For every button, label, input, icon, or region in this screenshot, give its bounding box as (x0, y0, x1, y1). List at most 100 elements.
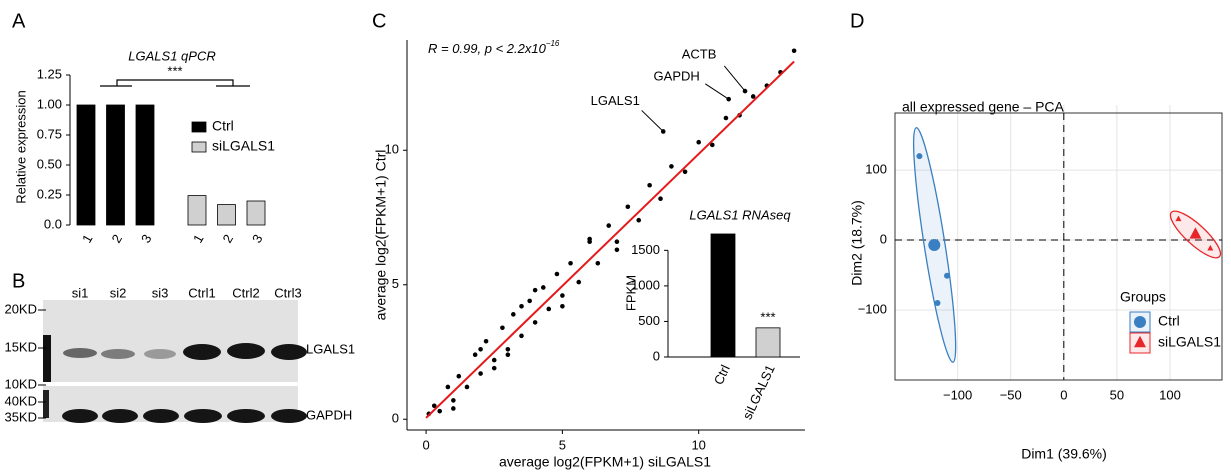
point (606, 223, 612, 228)
lane-label: si2 (110, 285, 127, 300)
panel-label: B (12, 270, 25, 292)
point (560, 293, 565, 298)
chart-title: LGALS1 qPCR (128, 48, 215, 63)
y-tick-label: 0.50 (37, 156, 62, 171)
point (451, 398, 456, 403)
point (944, 272, 951, 279)
legend-title: Groups (1120, 289, 1166, 305)
point (500, 325, 505, 331)
point-label: ACTB (682, 47, 717, 62)
x-tick-label: 100 (1159, 387, 1181, 402)
point-label: GAPDH (654, 69, 700, 84)
point (916, 153, 923, 160)
x-axis-label: average log2(FPKM+1) siLGALS1 (499, 454, 711, 470)
y-tick-label: 0 (392, 411, 399, 426)
x-tick-label: 10 (691, 437, 705, 452)
point (437, 408, 443, 414)
marker-label: 40KD (4, 393, 37, 408)
point (456, 373, 462, 379)
annotation: R = 0.99, p < 2.2x10−16 (428, 39, 560, 56)
point (451, 406, 456, 411)
bar (76, 104, 96, 226)
y-tick-label: 1000 (631, 277, 660, 292)
label-leader (704, 83, 729, 100)
y-tick-label: 1.00 (37, 96, 62, 111)
plot-border (894, 112, 1223, 381)
lane-label: Ctrl2 (232, 285, 259, 300)
label-leader (723, 65, 746, 92)
point (696, 139, 701, 145)
annotation-text: R = 0.99, p < 2.2x10 (428, 41, 547, 56)
point (614, 247, 620, 253)
panel-label: A (12, 10, 26, 32)
centroid (1189, 227, 1202, 239)
y-tick-label: −100 (858, 301, 887, 316)
point (491, 365, 497, 371)
centroid (928, 238, 941, 251)
panel-label: C (372, 10, 386, 32)
bar (246, 200, 266, 226)
legend-marker (1134, 335, 1146, 348)
point (587, 236, 592, 242)
y-tick-label: 1500 (631, 242, 660, 257)
annotation: *** (167, 63, 182, 78)
point (576, 279, 582, 285)
bar (106, 104, 125, 226)
point (478, 371, 483, 376)
y-axis-label: average log2(FPKM+1) Ctrl (373, 150, 389, 321)
x-tick-label: 2 (219, 232, 236, 246)
point (934, 300, 941, 307)
lane-label: si3 (152, 285, 169, 300)
bar (755, 327, 781, 358)
point (445, 384, 451, 390)
point (791, 48, 797, 54)
point (669, 164, 674, 169)
point (519, 303, 524, 309)
x-tick-label: 1 (190, 232, 207, 246)
point-label: LGALS1 (591, 93, 640, 108)
lane-label: Ctrl1 (188, 285, 215, 300)
annotation-exponent: −16 (546, 39, 560, 48)
point (472, 352, 478, 357)
bar (217, 204, 236, 226)
point (546, 306, 552, 312)
bar (710, 233, 736, 358)
y-tick-label: 0 (653, 348, 660, 363)
x-tick-label: 3 (249, 232, 266, 246)
x-tick-label: −100 (943, 387, 972, 402)
point (505, 352, 511, 357)
lane-label: Ctrl3 (274, 285, 301, 300)
label-leader (641, 110, 664, 132)
point (636, 217, 642, 223)
bar (135, 104, 155, 226)
annotation: *** (760, 309, 775, 324)
y-tick-label: 0.75 (37, 126, 62, 141)
point (505, 347, 511, 352)
x-tick-label: 1 (79, 232, 96, 246)
lane-label: si1 (72, 285, 89, 300)
marker-label: 15KD (4, 339, 37, 354)
y-axis-label: Relative expression (13, 90, 28, 203)
x-tick-label: siLGALS1 (739, 362, 777, 421)
point (491, 357, 497, 363)
protein-label: LGALS1 (306, 341, 355, 356)
legend-marker (1134, 316, 1146, 328)
x-tick-label: 0 (422, 437, 429, 452)
legend-swatch (191, 141, 207, 153)
bar (187, 195, 207, 226)
point (554, 271, 560, 277)
x-tick-label: 5 (559, 437, 566, 452)
point (595, 260, 601, 266)
point (464, 384, 470, 390)
point (682, 169, 688, 175)
y-tick-label: 0.25 (37, 186, 62, 201)
point (625, 204, 631, 210)
point (541, 285, 546, 290)
point (511, 312, 516, 317)
point (483, 338, 489, 344)
x-tick-label: −50 (1000, 387, 1022, 402)
marker-label: 35KD (4, 409, 37, 424)
legend-label: Ctrl (1158, 313, 1180, 329)
point (560, 303, 565, 309)
